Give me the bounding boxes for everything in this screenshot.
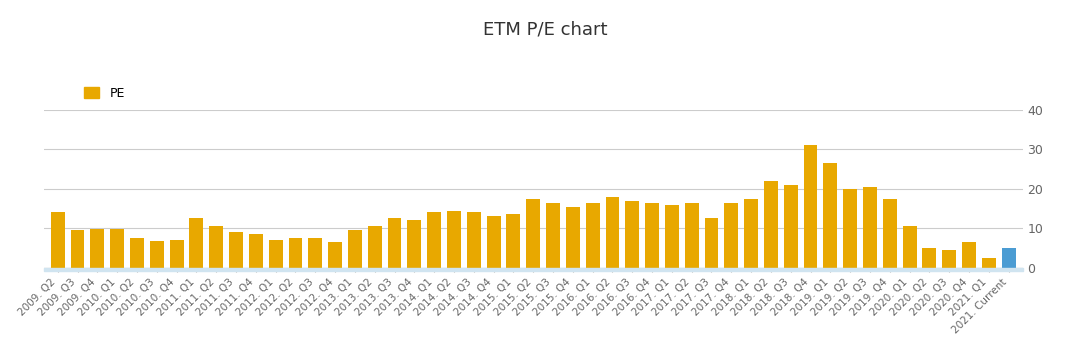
Bar	[724, 203, 739, 268]
Bar	[764, 181, 778, 268]
Bar	[824, 163, 837, 268]
Bar	[982, 258, 996, 268]
Bar	[407, 220, 421, 268]
Bar	[190, 218, 203, 268]
Bar	[923, 248, 936, 268]
Bar	[804, 146, 817, 268]
Bar	[843, 189, 858, 268]
Bar	[547, 203, 560, 268]
Bar	[506, 215, 520, 268]
Bar	[586, 203, 600, 268]
Bar	[902, 226, 916, 268]
Bar	[487, 216, 501, 268]
Bar	[883, 199, 897, 268]
Bar	[110, 229, 124, 268]
Bar	[71, 230, 84, 268]
Bar	[309, 238, 322, 268]
Bar	[664, 205, 679, 268]
Bar	[91, 229, 105, 268]
Bar	[209, 226, 224, 268]
Bar	[685, 203, 698, 268]
Bar	[447, 210, 460, 268]
Bar	[1002, 248, 1016, 268]
Bar	[51, 212, 64, 268]
Bar	[288, 238, 302, 268]
Bar	[368, 226, 382, 268]
Bar	[249, 234, 263, 268]
Bar	[348, 230, 362, 268]
Bar	[606, 197, 620, 268]
Bar	[645, 203, 659, 268]
Bar	[705, 218, 719, 268]
Bar	[328, 242, 341, 268]
Legend: PE: PE	[80, 82, 130, 105]
Bar	[130, 238, 144, 268]
Bar	[387, 218, 401, 268]
Bar	[943, 250, 956, 268]
Bar	[149, 241, 164, 268]
Bar	[783, 185, 798, 268]
Bar	[962, 242, 976, 268]
Bar	[526, 199, 540, 268]
Text: ETM P/E chart: ETM P/E chart	[483, 21, 608, 39]
Bar	[268, 240, 283, 268]
Bar	[428, 212, 441, 268]
Bar	[625, 201, 639, 268]
Bar	[229, 232, 243, 268]
Bar	[467, 212, 481, 268]
Bar	[863, 187, 877, 268]
Bar	[744, 199, 758, 268]
Bar	[566, 206, 579, 268]
Bar	[170, 240, 183, 268]
